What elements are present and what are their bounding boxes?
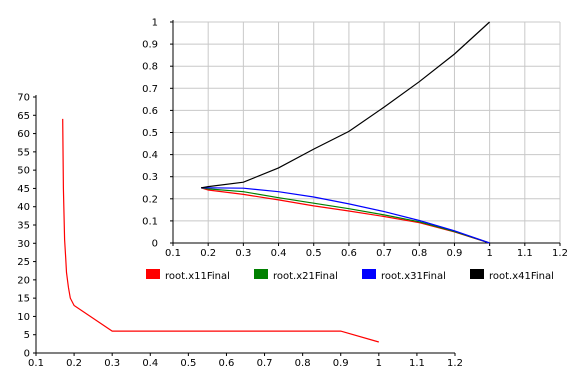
front-x-tick-label-5: 0.6 [341, 248, 357, 259]
front-x-tick-label-11: 1.2 [552, 248, 568, 259]
front-x-tick-label-8: 0.9 [447, 248, 463, 259]
back-chart-series [62, 118, 379, 343]
back-x-tick-label-4: 0.5 [180, 358, 196, 369]
front-chart-legend: root.x11Final root.x21Final root.x31Final r… [146, 269, 554, 282]
back-x-tick-label-6: 0.7 [257, 358, 273, 369]
legend-swatch-1 [146, 269, 160, 279]
front-chart-y-tick-labels: 0 0.1 0.2 0.3 0.4 0.5 0.6 0.7 0.8 0.9 1 [142, 18, 158, 250]
front-series-line-2 [201, 187, 490, 244]
back-x-tick-label-11: 1.2 [447, 358, 463, 369]
back-y-tick-label-12: 60 [17, 129, 30, 140]
back-x-tick-label-1: 0.2 [66, 358, 82, 369]
back-x-tick-label-0: 0.1 [28, 358, 44, 369]
back-x-tick-label-3: 0.4 [142, 358, 158, 369]
back-y-tick-label-4: 20 [17, 275, 30, 286]
back-y-tick-label-9: 45 [17, 184, 30, 195]
back-y-tick-label-8: 40 [17, 202, 30, 213]
back-x-tick-label-2: 0.3 [104, 358, 120, 369]
back-x-tick-label-10: 1.1 [409, 358, 425, 369]
legend-swatch-3 [362, 269, 376, 279]
front-y-tick-label-10: 1 [152, 18, 158, 29]
legend-label-2: root.x21Final [273, 271, 338, 282]
front-x-tick-label-6: 0.7 [376, 248, 392, 259]
back-chart-y-tick-labels: 0 5 10 15 20 25 30 35 40 45 50 55 60 65 70 [17, 93, 30, 360]
legend-swatch-2 [254, 269, 268, 279]
back-chart: 0.1 0.2 0.3 0.4 0.5 0.6 0.7 0.8 0.9 1 1.1 1.2 0 5 10 1… [17, 93, 463, 369]
back-x-tick-label-8: 0.9 [333, 358, 349, 369]
front-series-line-4 [201, 21, 491, 189]
back-x-tick-label-9: 1 [376, 358, 382, 369]
back-y-tick-label-2: 10 [17, 312, 30, 323]
front-x-tick-label-7: 0.8 [411, 248, 427, 259]
legend-label-1: root.x11Final [165, 271, 230, 282]
back-y-tick-label-1: 5 [24, 330, 30, 341]
back-x-tick-label-7: 0.8 [295, 358, 311, 369]
front-x-tick-label-9: 1 [486, 248, 492, 259]
legend-label-3: root.x31Final [381, 271, 446, 282]
back-y-tick-label-10: 50 [17, 166, 30, 177]
front-x-tick-label-2: 0.3 [235, 248, 251, 259]
front-chart: 0.1 0.2 0.3 0.4 0.5 0.6 0.7 0.8 0.9 1 1.1 1.2 00.10… [130, 0, 569, 292]
front-y-tick-label-3: 0.3 [142, 172, 158, 183]
front-y-tick-label-8: 0.8 [142, 62, 158, 73]
front-y-tick-label-7: 0.7 [142, 84, 158, 95]
back-chart-axes [33, 95, 456, 356]
front-chart-axes [170, 20, 561, 246]
front-y-tick-label-4: 0.4 [142, 150, 158, 161]
back-chart-x-tick-labels: 0.1 0.2 0.3 0.4 0.5 0.6 0.7 0.8 0.9 1 1.1 1.2 [28, 358, 463, 369]
front-x-tick-label-3: 0.4 [271, 248, 287, 259]
back-series-line-1 [62, 118, 379, 343]
legend-swatch-4 [470, 269, 484, 279]
legend-label-4: root.x41Final [489, 271, 554, 282]
front-y-tick-label-1: 0.1 [142, 216, 158, 227]
back-y-tick-label-6: 30 [17, 239, 30, 250]
front-x-tick-label-1: 0.2 [200, 248, 216, 259]
front-chart-series [200, 21, 491, 244]
front-y-tick-label-6: 0.6 [142, 106, 158, 117]
front-series-line-1 [200, 187, 490, 244]
front-x-tick-label-10: 1.1 [517, 248, 533, 259]
front-y-tick-label-5: 0.5 [142, 128, 158, 139]
back-y-tick-label-7: 35 [17, 221, 30, 232]
back-y-tick-label-11: 55 [17, 147, 30, 158]
front-y-tick-label-9: 0.9 [142, 40, 158, 51]
front-chart-x-tick-labels: 0.1 0.2 0.3 0.4 0.5 0.6 0.7 0.8 0.9 1 1.1 1.2 [165, 248, 568, 259]
back-x-tick-label-5: 0.6 [219, 358, 235, 369]
back-y-tick-label-0: 0 [24, 349, 30, 360]
front-x-tick-label-0: 0.1 [165, 248, 181, 259]
front-y-tick-label-2: 0.2 [142, 194, 158, 205]
back-y-tick-label-13: 65 [17, 111, 30, 122]
back-y-tick-label-3: 15 [17, 294, 30, 305]
back-y-tick-label-5: 25 [17, 257, 30, 268]
front-y-tick-label-0: 0 [152, 239, 158, 250]
back-y-tick-label-14: 70 [17, 93, 30, 104]
front-x-tick-label-4: 0.5 [306, 248, 322, 259]
front-series-line-3 [201, 187, 490, 244]
